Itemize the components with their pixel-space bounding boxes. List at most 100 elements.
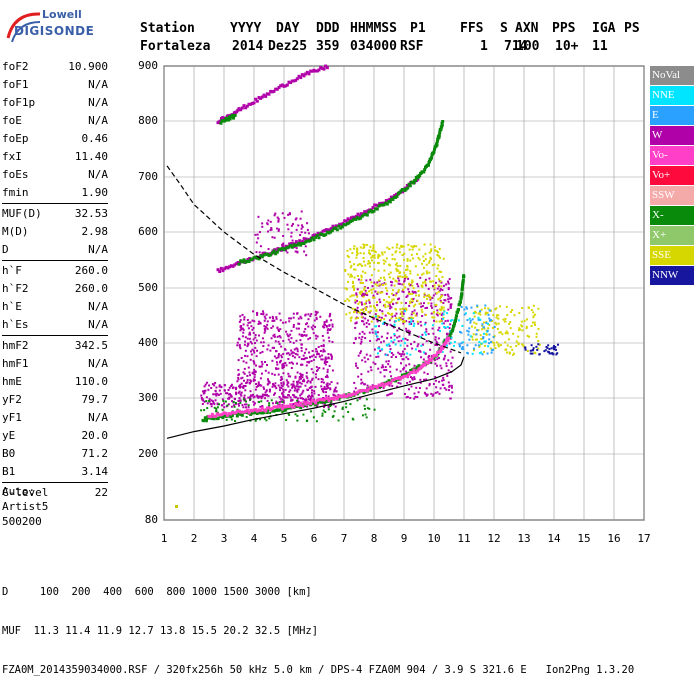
x-tick-label: 4 (250, 532, 258, 545)
echo-point (401, 254, 404, 257)
echo-point (325, 387, 328, 390)
echo-point (493, 344, 496, 347)
echo-point (297, 327, 300, 330)
echo-point (240, 325, 243, 328)
echo-point (484, 340, 487, 343)
echo-point (363, 323, 366, 326)
echo-point (495, 314, 498, 317)
echo-point (381, 283, 384, 286)
echo-point (435, 281, 438, 284)
echo-point (307, 379, 310, 382)
echo-point (381, 348, 384, 351)
echo-point (320, 380, 323, 383)
echo-point (524, 346, 527, 349)
echo-point (415, 252, 418, 255)
echo-point (287, 385, 290, 388)
echo-point (243, 396, 246, 399)
echo-point (303, 330, 306, 333)
trace-point (359, 212, 363, 216)
echo-point (431, 264, 434, 267)
echo-point (290, 231, 293, 234)
echo-point (267, 248, 270, 251)
echo-point (210, 386, 213, 389)
echo-point (424, 307, 427, 310)
trace-point (207, 414, 211, 418)
echo-point (317, 378, 320, 381)
echo-point (388, 296, 391, 299)
echo-point (327, 405, 330, 408)
echo-point (238, 373, 241, 376)
echo-point (446, 326, 449, 329)
echo-point (231, 400, 234, 403)
echo-point (249, 358, 252, 361)
param-row: D N/A (2, 241, 108, 259)
echo-point (488, 324, 491, 327)
echo-point (376, 331, 379, 334)
trace-point (460, 292, 464, 296)
trace-point (232, 116, 235, 120)
echo-point (432, 280, 435, 283)
echo-point (331, 415, 334, 418)
echo-point (232, 404, 235, 407)
trace-point (395, 376, 399, 380)
param-value: 0.46 (81, 132, 109, 145)
trace-point (300, 404, 304, 408)
echo-point (273, 319, 276, 322)
param-value: N/A (88, 411, 108, 424)
echo-point (244, 354, 247, 357)
echo-point (290, 224, 293, 227)
x-tick-label: 9 (400, 532, 408, 545)
echo-point (441, 312, 444, 315)
echo-point (450, 365, 453, 368)
echo-point (373, 296, 376, 299)
echo-point (276, 326, 279, 329)
trace-point (335, 397, 339, 401)
echo-point (210, 405, 213, 408)
echo-point (405, 296, 408, 299)
echo-point (337, 419, 340, 422)
echo-point (420, 356, 423, 359)
echo-point (208, 398, 211, 401)
echo-point (315, 420, 318, 423)
trace-point (272, 405, 276, 409)
echo-point (288, 394, 291, 397)
trace-point (277, 408, 281, 412)
echo-point (220, 404, 223, 407)
echo-point (379, 291, 382, 294)
echo-point (330, 319, 333, 322)
trace-point (461, 280, 465, 284)
echo-point (292, 403, 295, 406)
echo-point (405, 307, 408, 310)
echo-point (295, 247, 298, 250)
echo-point (359, 311, 362, 314)
echo-point (293, 356, 296, 359)
trace-point (370, 210, 374, 214)
echo-point (480, 338, 483, 341)
echo-point (363, 243, 366, 246)
echo-point (252, 310, 255, 313)
echo-point (359, 252, 362, 255)
echo-point (382, 340, 385, 343)
echo-point (403, 310, 406, 313)
header-value: 034000 (350, 39, 397, 54)
echo-point (265, 390, 268, 393)
echo-point (447, 300, 450, 303)
echo-point (531, 352, 534, 355)
echo-point (364, 407, 367, 410)
echo-point (286, 383, 289, 386)
echo-point (365, 292, 368, 295)
echo-point (353, 390, 356, 393)
echo-point (416, 320, 419, 323)
echo-point (310, 313, 313, 316)
echo-point (277, 367, 280, 370)
trace-point (316, 231, 320, 235)
echo-point (361, 270, 364, 273)
echo-point (373, 281, 376, 284)
echo-point (329, 314, 332, 317)
echo-point (401, 358, 404, 361)
echo-point (390, 356, 393, 359)
trace-point (267, 92, 271, 96)
trace-point (275, 250, 279, 254)
echo-point (250, 342, 253, 345)
echo-point (203, 385, 206, 388)
